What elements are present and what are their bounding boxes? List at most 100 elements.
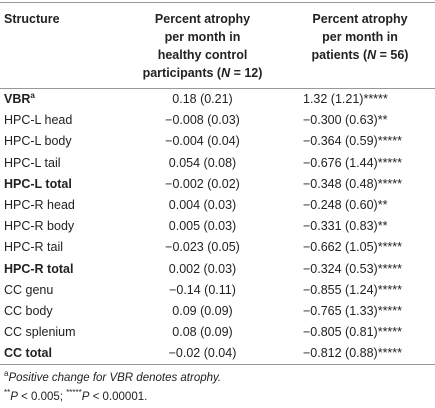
text: = 56) (376, 48, 409, 62)
cell: −0.662 (1.05)***** (285, 237, 435, 258)
text: −0.248 (0.60)** (303, 198, 388, 213)
text: −0.023 (0.05) (165, 240, 240, 255)
header-line: participants (N = 12) (124, 64, 281, 82)
table-row: HPC-L head −0.008 (0.03) −0.300 (0.63)** (0, 110, 435, 131)
italic-text: Positive change for VBR denotes atrophy. (8, 372, 222, 385)
table-row: VBRa 0.18 (0.21) 1.32 (1.21)***** (0, 89, 435, 111)
italic-text: P (81, 391, 90, 404)
superscript: a (4, 369, 9, 379)
text: −0.004 (0.04) (165, 134, 240, 149)
text: −0.14 (0.11) (169, 282, 236, 297)
text: −0.02 (0.04) (168, 346, 237, 361)
footnotes: aPositive change for VBR denotes atrophy… (0, 369, 435, 407)
row-label: CC genu (0, 280, 120, 301)
cell: 0.002 (0.03) (120, 259, 285, 280)
row-label: HPC-R head (0, 195, 120, 216)
header-line: patients (N = 56) (289, 46, 431, 64)
data-table: Structure Percent atrophy per month in heal… (0, 2, 435, 366)
table-row: HPC-L total −0.002 (0.02) −0.348 (0.48)***… (0, 174, 435, 195)
table-row: CC body 0.09 (0.09) −0.765 (1.33)***** (0, 301, 435, 322)
text: HPC-R total (4, 261, 74, 276)
cell: −0.002 (0.02) (120, 174, 285, 195)
footnote: aPositive change for VBR denotes atrophy… (0, 369, 435, 388)
column-header: Percent atrophy per month in healthy contr… (120, 2, 285, 89)
table-row: HPC-L tail 0.054 (0.08) −0.676 (1.44)***** (0, 153, 435, 174)
row-label: HPC-R tail (0, 237, 120, 258)
text: CC splenium (4, 325, 76, 340)
text: CC body (4, 303, 53, 318)
cell: −0.765 (1.33)***** (285, 301, 435, 322)
text: per month in (322, 30, 398, 44)
text: VBR (4, 92, 31, 107)
row-label: VBRa (0, 89, 120, 111)
footnote: **P < 0.005; *****P < 0.00001. (0, 388, 435, 407)
text: −0.812 (0.88)***** (303, 346, 403, 361)
cell: 0.005 (0.03) (120, 216, 285, 237)
text: HPC-L head (4, 113, 73, 128)
cell: −0.348 (0.48)***** (285, 174, 435, 195)
header-line: Percent atrophy (124, 10, 281, 28)
row-label: HPC-R body (0, 216, 120, 237)
cell: −0.812 (0.88)***** (285, 343, 435, 365)
table-body: VBRa 0.18 (0.21) 1.32 (1.21)***** HPC-L hea… (0, 89, 435, 365)
text: Structure (4, 12, 60, 26)
text: = 12) (230, 66, 263, 80)
column-header: Structure (0, 2, 120, 89)
row-label: CC splenium (0, 322, 120, 343)
text: healthy control (157, 48, 248, 62)
row-label: CC body (0, 301, 120, 322)
header-row: Structure Percent atrophy per month in heal… (0, 2, 435, 89)
text: −0.765 (1.33)***** (303, 303, 403, 318)
header-line: per month in (289, 28, 431, 46)
row-label: CC total (0, 343, 120, 365)
cell: −0.855 (1.24)***** (285, 280, 435, 301)
row-label: HPC-L total (0, 174, 120, 195)
text: −0.324 (0.53)***** (303, 261, 403, 276)
text: Percent atrophy (312, 12, 408, 26)
text: −0.662 (1.05)***** (303, 240, 403, 255)
row-label: HPC-R total (0, 259, 120, 280)
text: 0.09 (0.09) (172, 303, 233, 318)
superscript: ** (4, 388, 11, 398)
text: 0.004 (0.03) (168, 198, 237, 213)
text: 0.005 (0.03) (168, 219, 237, 234)
text: < 0.005; (17, 391, 67, 404)
text: 1.32 (1.21)***** (303, 92, 388, 107)
text: −0.348 (0.48)***** (303, 176, 403, 191)
cell: −0.14 (0.11) (120, 280, 285, 301)
header-line: per month in (124, 28, 281, 46)
table-row: HPC-R head 0.004 (0.03) −0.248 (0.60)** (0, 195, 435, 216)
cell: −0.008 (0.03) (120, 110, 285, 131)
text: −0.300 (0.63)** (303, 113, 388, 128)
italic-text: P (10, 391, 18, 404)
cell: −0.300 (0.63)** (285, 110, 435, 131)
text: participants ( (142, 66, 222, 80)
text: −0.805 (0.81)***** (303, 325, 403, 340)
text: per month in (164, 30, 241, 44)
table-row: HPC-R tail −0.023 (0.05) −0.662 (1.05)****… (0, 237, 435, 258)
table-row: HPC-L body −0.004 (0.04) −0.364 (0.59)****… (0, 131, 435, 152)
text: −0.331 (0.83)** (303, 219, 388, 234)
table-row: CC total −0.02 (0.04) −0.812 (0.88)***** (0, 343, 435, 365)
text: −0.364 (0.59)***** (303, 134, 403, 149)
text: 0.002 (0.03) (168, 261, 237, 276)
text: < 0.00001. (89, 391, 148, 404)
header-line: Structure (4, 10, 116, 28)
text: 0.18 (0.21) (172, 92, 233, 107)
cell: 0.09 (0.09) (120, 301, 285, 322)
text: −0.676 (1.44)***** (303, 155, 403, 170)
text: patients ( (311, 48, 368, 62)
text: HPC-R tail (4, 240, 64, 255)
cell: 0.08 (0.09) (120, 322, 285, 343)
table-row: CC genu −0.14 (0.11) −0.855 (1.24)***** (0, 280, 435, 301)
cell: 1.32 (1.21)***** (285, 89, 435, 111)
cell: 0.004 (0.03) (120, 195, 285, 216)
cell: 0.18 (0.21) (120, 89, 285, 111)
table-row: HPC-R total 0.002 (0.03) −0.324 (0.53)****… (0, 259, 435, 280)
text: −0.008 (0.03) (165, 113, 240, 128)
text: HPC-L total (4, 176, 72, 191)
text: −0.002 (0.02) (165, 176, 240, 191)
cell: −0.331 (0.83)** (285, 216, 435, 237)
header-line: healthy control (124, 46, 281, 64)
